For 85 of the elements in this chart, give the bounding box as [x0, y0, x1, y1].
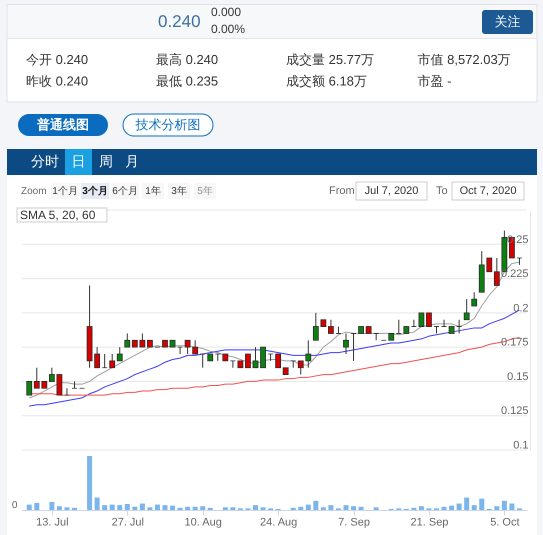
- bar: [170, 506, 176, 510]
- x-tick-label: 27. Jul: [112, 516, 144, 528]
- bar: [472, 505, 477, 510]
- bar: [509, 504, 514, 510]
- text: Jul 7, 2020: [364, 185, 418, 197]
- bar: [124, 504, 130, 510]
- bar: [260, 507, 266, 510]
- y-tick-label: 0.125: [500, 405, 528, 418]
- text: 0.240: [158, 12, 201, 31]
- text: 0.00%: [211, 22, 246, 36]
- text: 市盈 -: [418, 74, 452, 88]
- bar: [479, 498, 484, 510]
- y-tick-label: 0.1: [513, 440, 528, 452]
- text: 6个月: [112, 185, 138, 197]
- bar: [94, 498, 100, 510]
- bar: [56, 506, 62, 510]
- text: Oct 7, 2020: [460, 185, 516, 197]
- y-tick-label: 0.15: [507, 370, 528, 383]
- bar: [102, 505, 108, 510]
- text: 周: [99, 153, 113, 169]
- bar: [494, 506, 500, 510]
- text: From: [329, 185, 355, 197]
- x-tick-label: 24. Aug: [260, 516, 298, 528]
- text: 最高 0.240: [156, 52, 218, 67]
- bar: [64, 507, 70, 510]
- bar: [442, 506, 447, 510]
- text: 成交量 25.77万: [286, 52, 374, 67]
- bar: [358, 506, 364, 510]
- bar: [140, 504, 145, 510]
- text: 普通线图: [36, 117, 89, 132]
- text: 成交额 6.18万: [286, 74, 367, 88]
- bar: [34, 502, 40, 510]
- bar: [456, 504, 462, 510]
- x-tick-label: 7. Sep: [338, 516, 370, 528]
- bar: [87, 456, 92, 510]
- text: 1个月: [52, 185, 78, 197]
- bar: [313, 500, 318, 510]
- text: 月: [125, 153, 139, 169]
- bar: [117, 505, 122, 510]
- bar: [252, 505, 258, 510]
- text: 昨收 0.240: [26, 74, 88, 88]
- bar: [222, 507, 228, 510]
- bar: [374, 507, 379, 510]
- text: 3年: [171, 185, 187, 197]
- text: 0: [12, 500, 18, 511]
- text: 关注: [494, 14, 520, 29]
- bar: [200, 506, 206, 510]
- text: 0.000: [211, 5, 242, 19]
- bar: [185, 506, 190, 510]
- text: 5年: [197, 185, 213, 197]
- text: 3个月: [82, 185, 108, 197]
- bar: [298, 506, 304, 510]
- bar: [132, 506, 138, 510]
- bar: [502, 500, 507, 510]
- bar: [320, 507, 326, 510]
- bar: [162, 505, 168, 510]
- bar: [449, 506, 454, 510]
- bar: [147, 507, 152, 510]
- bar: [328, 505, 334, 510]
- bar: [343, 505, 348, 510]
- bar: [351, 506, 356, 510]
- text: 技术分析图: [134, 117, 200, 132]
- bar: [464, 498, 470, 510]
- y-tick-label: 0.175: [500, 336, 528, 349]
- bar: [192, 506, 198, 510]
- bar: [110, 504, 115, 510]
- x-tick-label: 13. Jul: [36, 516, 69, 528]
- x-tick-label: 10. Aug: [184, 516, 222, 528]
- x-tick-label: 21. Sep: [410, 516, 448, 528]
- x-tick-label: 5. Oct: [490, 516, 520, 528]
- text: Zoom: [21, 186, 47, 197]
- bar: [418, 506, 424, 510]
- text: 市值 8,572.03万: [418, 52, 511, 67]
- text: 今开 0.240: [26, 52, 88, 67]
- text: 分时: [31, 153, 59, 169]
- bar: [230, 507, 236, 510]
- bar: [26, 504, 32, 510]
- bar: [154, 504, 160, 510]
- y-tick-label: 0.2: [513, 302, 528, 314]
- bar: [306, 504, 311, 510]
- text: 日: [72, 153, 86, 169]
- text: To: [436, 185, 448, 197]
- bar: [49, 502, 54, 510]
- text: 最低 0.235: [156, 74, 218, 88]
- text: 1年: [145, 185, 161, 197]
